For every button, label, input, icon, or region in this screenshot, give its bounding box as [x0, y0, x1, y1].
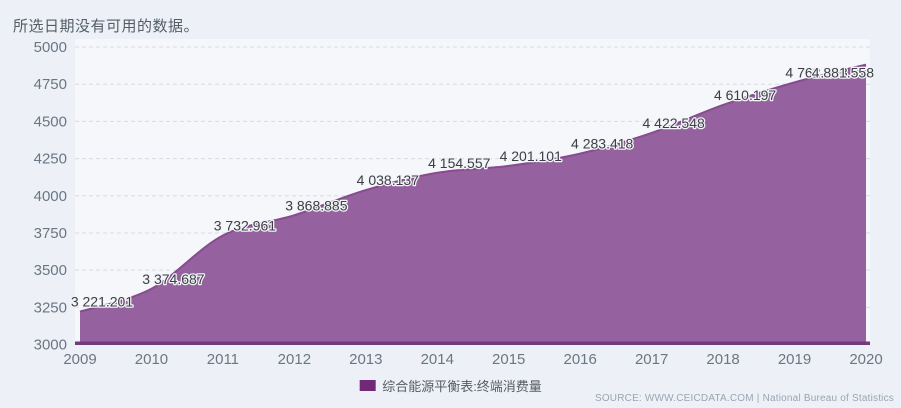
- y-axis-tick-label: 4750: [34, 76, 67, 93]
- source-attribution: SOURCE: WWW.CEICDATA.COM | National Bure…: [594, 393, 894, 404]
- area-series: [80, 64, 866, 345]
- x-axis-tick-label: 2015: [492, 351, 525, 368]
- data-label: 4 283.418: [571, 136, 633, 152]
- x-axis-tick-label: 2009: [63, 351, 96, 368]
- x-axis-tick-label: 2014: [421, 351, 454, 368]
- data-label: 4 762.193: [785, 64, 847, 80]
- y-axis-tick-label: 4500: [34, 113, 67, 130]
- data-label: 3 868.885: [285, 197, 347, 213]
- data-label: 4 038.137: [357, 172, 419, 188]
- y-axis-tick-label: 3750: [34, 225, 67, 242]
- area-series-line: [79, 63, 867, 313]
- data-label: 4 154.557: [428, 155, 490, 171]
- data-label: 3 221.201: [71, 294, 133, 310]
- legend-label: 综合能源平衡表:终端消费量: [382, 379, 542, 394]
- x-axis-tick-label: 2013: [349, 351, 382, 368]
- legend-item[interactable]: 综合能源平衡表:终端消费量: [359, 376, 542, 395]
- y-axis-tick-label: 4250: [34, 151, 67, 168]
- data-label: 4 881.558: [812, 65, 874, 81]
- x-axis-tick-label: 2010: [135, 351, 168, 368]
- x-axis-tick-label: 2018: [706, 351, 739, 368]
- x-axis-tick-label: 2017: [635, 351, 668, 368]
- data-label: 4 422.548: [642, 115, 704, 131]
- no-data-message: 所选日期没有可用的数据。: [13, 18, 200, 35]
- y-axis-tick-label: 4000: [34, 188, 67, 205]
- y-axis-tick-label: 5000: [34, 39, 67, 56]
- legend-swatch-icon: [359, 380, 376, 391]
- x-axis-tick-label: 2020: [849, 351, 882, 368]
- data-label: 4 201.101: [500, 148, 562, 164]
- x-axis-tick-label: 2011: [207, 351, 239, 368]
- data-label: 3 374.687: [142, 271, 204, 287]
- x-axis-line: [75, 341, 870, 345]
- x-axis-tick-label: 2012: [278, 351, 311, 368]
- x-axis-tick-label: 2019: [778, 351, 811, 368]
- y-axis-tick-label: 3250: [34, 299, 67, 316]
- y-axis-tick-label: 3500: [34, 262, 67, 279]
- y-axis-tick-label: 3000: [34, 337, 67, 354]
- x-axis-tick-label: 2016: [563, 351, 596, 368]
- data-label: 4 610.197: [714, 87, 776, 103]
- data-label: 3 732.961: [214, 217, 276, 233]
